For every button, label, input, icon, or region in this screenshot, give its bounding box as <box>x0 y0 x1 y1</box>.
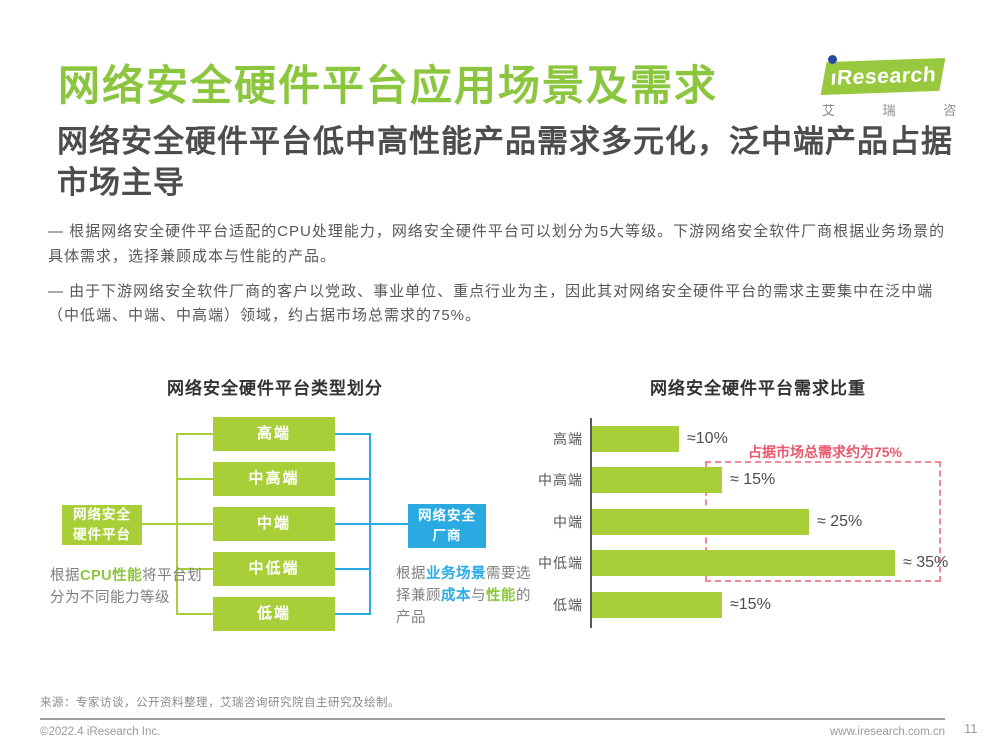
diagram-right-caption: 根据业务场景需要选择兼顾成本与性能的产品 <box>396 566 531 626</box>
bullet-2: — 由于下游网络安全软件厂商的客户以党政、事业单位、重点行业为主，因此其对网络安… <box>48 282 934 325</box>
diagram-right-stub-4 <box>335 568 369 570</box>
bar-value-label: ≈10% <box>687 430 728 447</box>
level-box-high: 高端 <box>213 417 335 451</box>
diagram-left-stub-3 <box>176 523 213 525</box>
summary-bullets: — 根据网络安全硬件平台适配的CPU处理能力，网络安全硬件平台可以划分为5大等级… <box>48 220 956 339</box>
bar-row-mid-low: 中低端 ≈ 35% <box>520 550 970 576</box>
page-number: 11 <box>964 721 978 736</box>
level-box-low: 低端 <box>213 597 335 631</box>
demand-share-bar-chart: 占据市场总需求约为75% 高端 ≈10% 中高端 ≈ 15% 中端 ≈ 25% … <box>520 418 970 630</box>
bullet-1: — 根据网络安全硬件平台适配的CPU处理能力，网络安全硬件平台可以划分为5大等级… <box>48 223 946 265</box>
bar-category-label: 中低端 <box>538 555 583 571</box>
bar-category-label: 高端 <box>553 431 583 447</box>
chart-y-axis-line <box>590 418 592 628</box>
slide-subtitle: 网络安全硬件平台低中高性能产品需求多元化，泛中端产品占据市场主导 <box>57 124 953 200</box>
bar-row-high: 高端 ≈10% <box>520 426 970 452</box>
bar-row-low: 低端 ≈15% <box>520 592 970 618</box>
diagram-left-stub-5 <box>176 613 213 615</box>
logo-chinese-name: 艾 瑞 咨 询 <box>822 103 1000 118</box>
logo-parallelogram: ıResearch <box>820 57 946 96</box>
level-box-mid-low: 中低端 <box>213 552 335 586</box>
bar-category-label: 低端 <box>553 597 583 613</box>
hardware-platform-node-line1: 网络安全 <box>73 507 131 523</box>
bar-row-mid-high: 中高端 ≈ 15% <box>520 467 970 493</box>
bar-value-label: ≈ 15% <box>730 471 776 488</box>
bar-high <box>592 426 679 452</box>
diagram-left-node-link <box>142 523 176 525</box>
security-vendor-node-line2: 厂商 <box>432 528 462 543</box>
diagram-title: 网络安全硬件平台类型划分 <box>167 379 383 398</box>
page-title: 网络安全硬件平台应用场景及需求 <box>58 62 719 109</box>
footer-website: www.iresearch.com.cn <box>829 726 945 738</box>
footer-copyright: ©2022.4 iResearch Inc. <box>40 726 161 738</box>
security-vendor-node: 网络安全 厂商 <box>408 504 486 548</box>
bar-category-label: 中高端 <box>538 472 583 488</box>
diagram-left-stub-2 <box>176 478 213 480</box>
diagram-right-spine-line <box>369 433 371 615</box>
diagram-right-stub-2 <box>335 478 369 480</box>
diagram-right-stub-1 <box>335 433 369 435</box>
bar-mid-high <box>592 467 722 493</box>
bar-low <box>592 592 722 618</box>
bar-value-label: ≈15% <box>730 596 771 613</box>
hardware-platform-node: 网络安全 硬件平台 <box>62 505 142 545</box>
bar-value-label: ≈ 25% <box>817 513 863 530</box>
diagram-right-node-link <box>371 523 408 525</box>
level-box-mid-high: 中高端 <box>213 462 335 496</box>
hardware-platform-node-line2: 硬件平台 <box>73 527 131 542</box>
bar-value-label: ≈ 35% <box>903 554 949 571</box>
bar-row-mid: 中端 ≈ 25% <box>520 509 970 535</box>
source-note: 来源：专家访谈，公开资料整理，艾瑞咨询研究院自主研究及绘制。 <box>40 697 400 709</box>
logo-brand-text: ıResearch <box>829 62 937 90</box>
footer-divider <box>40 718 945 720</box>
chart-title: 网络安全硬件平台需求比重 <box>650 379 866 398</box>
security-vendor-node-line1: 网络安全 <box>418 508 476 524</box>
logo-i-dot-icon <box>828 55 837 64</box>
bar-mid <box>592 509 809 535</box>
bar-mid-low <box>592 550 895 576</box>
diagram-left-stub-1 <box>176 433 213 435</box>
diagram-right-stub-3 <box>335 523 369 525</box>
iresearch-logo: ıResearch 艾 瑞 咨 询 <box>818 54 1000 118</box>
bar-category-label: 中端 <box>553 514 583 530</box>
annotation-label: 占据市场总需求约为75% <box>747 444 903 460</box>
diagram-left-stub-4 <box>176 568 213 570</box>
diagram-left-caption: 根据CPU性能将平台划分为不同能力等级 <box>50 568 203 606</box>
diagram-right-stub-5 <box>335 613 369 615</box>
level-box-mid: 中端 <box>213 507 335 541</box>
